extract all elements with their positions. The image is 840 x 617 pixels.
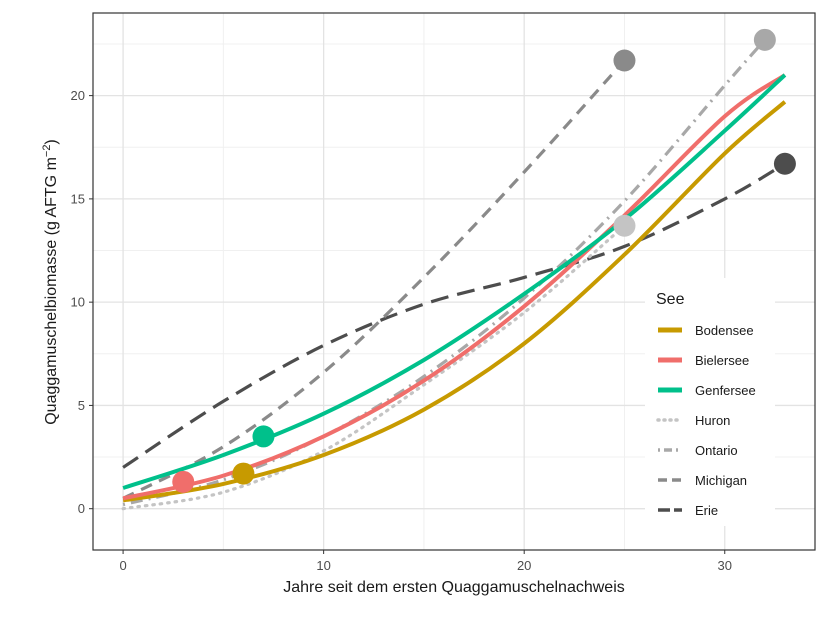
- series-line-genfersee: [122, 73, 787, 490]
- x-tick-label: 0: [119, 558, 126, 573]
- legend-background: [645, 278, 775, 526]
- legend-label-erie: Erie: [695, 503, 718, 518]
- legend-label-huron: Huron: [695, 413, 730, 428]
- data-point-bodensee: [232, 462, 255, 485]
- x-tick-label: 10: [316, 558, 330, 573]
- legend: See Bodensee Bielersee Genfersee Huron Ontar…: [645, 278, 775, 526]
- y-tick-label: 10: [71, 295, 85, 310]
- x-tick-label: 20: [517, 558, 531, 573]
- legend-label-michigan: Michigan: [695, 473, 747, 488]
- data-point-huron: [613, 214, 636, 237]
- series-line-huron: [121, 224, 627, 511]
- data-point-erie: [773, 152, 796, 175]
- y-axis-title-main: Quaggamuschelbiomasse (g AFTG m: [43, 157, 60, 425]
- series-line-michigan: [122, 59, 626, 500]
- legend-label-genfersee: Genfersee: [695, 383, 756, 398]
- y-tick-label: 5: [78, 398, 85, 413]
- legend-items: Bodensee Bielersee Genfersee Huron Ontario Mi…: [656, 323, 756, 518]
- series-points: [172, 28, 796, 493]
- y-tick-label: 0: [78, 501, 85, 516]
- legend-title: See: [656, 291, 685, 308]
- x-axis: 0 10 20 30: [119, 550, 732, 573]
- y-axis-title: Quaggamuschelbiomasse (g AFTG m−2): [41, 139, 60, 425]
- y-axis-title-end: ): [43, 139, 60, 144]
- grid-major: [93, 13, 815, 550]
- panel-border: [92, 12, 816, 551]
- data-point-ontario: [753, 28, 776, 51]
- data-point-genfersee: [252, 425, 275, 448]
- series-line-bodensee: [122, 100, 787, 503]
- legend-label-bodensee: Bodensee: [695, 323, 754, 338]
- x-axis-title: Jahre seit dem ersten Quaggamuschelnachw…: [283, 579, 625, 596]
- y-tick-label: 20: [71, 88, 85, 103]
- x-tick-label: 30: [718, 558, 732, 573]
- y-axis: 0 5 10 15 20: [71, 88, 93, 516]
- series-line-erie: [122, 162, 786, 469]
- legend-label-ontario: Ontario: [695, 443, 738, 458]
- legend-label-bielersee: Bielersee: [695, 353, 749, 368]
- data-point-michigan: [613, 49, 636, 72]
- y-axis-title-sup: −2: [41, 145, 53, 158]
- data-point-bielersee: [172, 470, 195, 493]
- y-tick-label: 15: [71, 191, 85, 206]
